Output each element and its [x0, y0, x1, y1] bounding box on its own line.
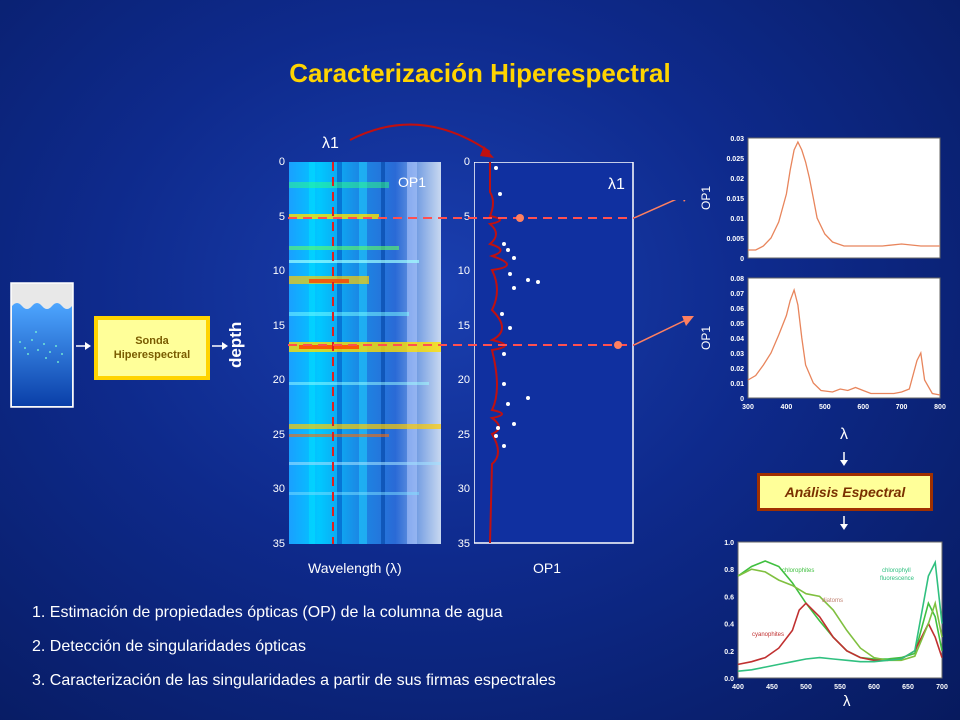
depth-tick-label: 30	[272, 483, 285, 495]
depth-tick-label: 10	[272, 265, 285, 277]
y-tick-label: 0	[740, 256, 744, 263]
y-tick-label: 0.03	[730, 351, 744, 358]
y-tick-label: 0.025	[726, 156, 744, 163]
singularity-lines	[288, 200, 694, 349]
spectral-signatures-chart: 0.0 0.2 0.4 0.6 0.8 1.0 400 450 500 550 600 650 700 c…	[724, 540, 948, 691]
lambda-label-1: λ	[840, 426, 848, 443]
series-line	[737, 602, 943, 666]
x-tick-label: 700	[896, 404, 908, 411]
sonda-line1: Sonda	[135, 334, 169, 347]
series-line	[747, 287, 941, 396]
arrow-icon	[212, 342, 228, 350]
spectrum-chart-1: 0 0.005 0.01 0.015 0.02 0.025 0.03 OP1	[699, 136, 941, 263]
op1-text: OP1	[398, 174, 427, 190]
y-tick-label: 0.03	[730, 136, 744, 143]
list-item-3: 3. Caracterización de las singularidades…	[32, 672, 556, 689]
x-tick-label: 300	[742, 404, 754, 411]
depth-tick-label: 25	[457, 428, 470, 441]
chart-annotation: fluorescence	[880, 576, 915, 582]
y-tick-label: 0.01	[730, 381, 744, 388]
y-axis-label: OP1	[699, 186, 713, 210]
sonda-hiperespectral-box: Sonda Hiperespectral	[94, 316, 210, 380]
y-tick-label: 0.2	[724, 649, 734, 656]
depth-tick-label: 15	[272, 319, 285, 332]
list-item-1: 1. Estimación de propiedades ópticas (OP…	[32, 604, 503, 621]
y-tick-label: 0	[740, 396, 744, 403]
depth-tick-label: 0	[278, 156, 285, 168]
y-tick-label: 0.07	[730, 291, 744, 298]
y-tick-label: 0.02	[730, 176, 744, 183]
y-tick-label: 1.0	[724, 540, 734, 547]
op1-profile-chart	[474, 162, 634, 544]
y-tick-label: 0.015	[726, 196, 744, 203]
sonda-line2: Hiperespectral	[113, 349, 191, 361]
hyperspectral-image	[289, 162, 441, 544]
arrow-icon	[76, 342, 91, 350]
x-tick-label: 400	[732, 684, 744, 691]
x-tick-label: 700	[936, 684, 948, 691]
x-tick-label: 400	[781, 404, 793, 411]
op1-label-image: OP1	[398, 174, 426, 190]
chart-annotation: chlorophyll	[882, 568, 911, 574]
list-item-2: 2. Detección de singularidades ópticas	[32, 638, 306, 655]
depth-tick-label: 20	[272, 374, 285, 386]
x-tick-label: 550	[834, 684, 846, 691]
y-tick-label: 0.01	[730, 216, 744, 223]
chart-annotation: diatoms	[822, 598, 843, 604]
depth-tick-label: 35	[272, 537, 285, 550]
y-tick-label: 0.08	[730, 276, 744, 283]
y-tick-label: 0.8	[724, 567, 734, 574]
depth-tick-label: 15	[457, 319, 470, 332]
down-arrow-icon	[840, 516, 848, 530]
page-title: Caracterización Hiperespectral	[289, 58, 671, 88]
wavelength-axis-label: Wavelength (λ)	[308, 560, 402, 576]
series-line	[737, 559, 943, 672]
plot-area	[747, 137, 941, 259]
chart-annotation: cyanophites	[752, 632, 784, 638]
x-tick-label: 800	[934, 404, 946, 411]
y-tick-label: 0.0	[724, 676, 734, 683]
plot-area	[747, 277, 941, 399]
lambda1-label-top: λ1	[322, 135, 339, 152]
depth-axis-label: depth	[226, 321, 245, 368]
depth-tick-label: 30	[457, 483, 470, 495]
y-tick-label: 0.6	[724, 594, 734, 601]
depth-tick-label: 20	[457, 374, 470, 386]
y-tick-label: 0.4	[724, 622, 734, 629]
y-tick-label: 0.05	[730, 321, 744, 328]
y-tick-label: 0.06	[730, 306, 744, 313]
arc-arrow-icon	[349, 123, 494, 158]
x-tick-label: 500	[819, 404, 831, 411]
y-tick-label: 0.04	[730, 336, 744, 343]
series-line	[737, 568, 943, 662]
x-tick-label: 500	[800, 684, 812, 691]
depth-tick-label: 0	[463, 156, 470, 168]
water-column-icon	[10, 282, 74, 408]
depth-tick-label: 5	[278, 210, 285, 223]
x-tick-label: 450	[766, 684, 778, 691]
x-tick-label: 600	[857, 404, 869, 411]
y-tick-label: 0.02	[730, 366, 744, 373]
y-axis-label: OP1	[699, 326, 713, 350]
depth-tick-label: 35	[457, 537, 470, 550]
y-tick-label: 0.005	[726, 236, 744, 243]
depth-tick-label: 25	[272, 428, 285, 441]
analisis-espectral-box: Análisis Espectral	[757, 473, 933, 511]
x-tick-label: 600	[868, 684, 880, 691]
series-line	[748, 140, 940, 251]
op1-axis-label: OP1	[533, 560, 562, 576]
spectrum-chart-2: 0 0.01 0.02 0.03 0.04 0.05 0.06 0.07 0.08 300 400 5…	[699, 276, 946, 411]
down-arrow-icon	[840, 452, 848, 466]
depth-tick-label: 5	[463, 210, 470, 223]
chart-annotation: chlorophites	[782, 568, 814, 574]
lambda1-label-profile: λ1	[608, 176, 625, 193]
x-tick-label: 650	[902, 684, 914, 691]
lambda-label-2: λ	[843, 693, 851, 710]
depth-tick-label: 10	[457, 265, 470, 277]
